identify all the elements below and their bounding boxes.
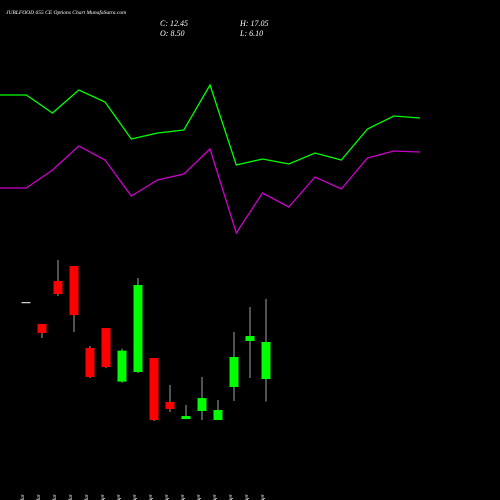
x-tick-label: 25 Mar	[52, 493, 58, 500]
candle-body	[213, 410, 223, 420]
x-tick-label: 02 Apr	[116, 493, 122, 500]
x-tick-label: 08 Apr	[164, 493, 170, 500]
x-tick-label: 11 Apr	[212, 493, 218, 500]
x-tick-label: 15 Apr	[228, 493, 234, 500]
candle-body	[21, 302, 31, 304]
chart-title: JUBLFOOD 655 CE Options Chart MunafaSutr…	[6, 9, 126, 16]
candle-body	[101, 328, 111, 368]
candle-body	[245, 336, 255, 341]
candle-body	[37, 324, 47, 334]
candle-body	[53, 281, 63, 295]
x-tick-label: 27 Mar	[68, 493, 74, 500]
candle-body	[85, 348, 95, 377]
candle-body	[133, 285, 143, 373]
ohlc-open: O: 8.50	[160, 29, 184, 38]
x-tick-label: 16 Apr	[244, 493, 250, 500]
candle-body	[149, 358, 159, 420]
candle-body	[261, 342, 271, 380]
x-tick-label: 17 Apr	[260, 493, 266, 500]
candle-body	[165, 401, 175, 410]
ohlc-low: L: 6.10	[239, 29, 263, 38]
ohlc-close: C: 12.45	[160, 19, 188, 28]
candle-body	[181, 416, 191, 420]
x-tick-label: 09 Apr	[180, 493, 186, 500]
indicator-line	[0, 83, 421, 166]
ohlc-high: H: 17.05	[239, 19, 268, 28]
candle-body	[197, 398, 207, 411]
candle-body	[69, 266, 79, 316]
x-tick-label: 07 Apr	[148, 493, 154, 500]
x-tick-label: 04 Apr	[131, 493, 138, 500]
x-tick-label: 20 Mar	[20, 493, 26, 500]
x-tick-label: 01 Apr	[100, 493, 106, 500]
indicator-line	[0, 145, 421, 235]
x-tick-label: 24 Mar	[35, 493, 42, 500]
x-tick-label: 10 Apr	[196, 493, 202, 500]
x-tick-label: 28 Mar	[84, 493, 90, 500]
candle-body	[229, 357, 239, 387]
candle-body	[117, 350, 127, 382]
